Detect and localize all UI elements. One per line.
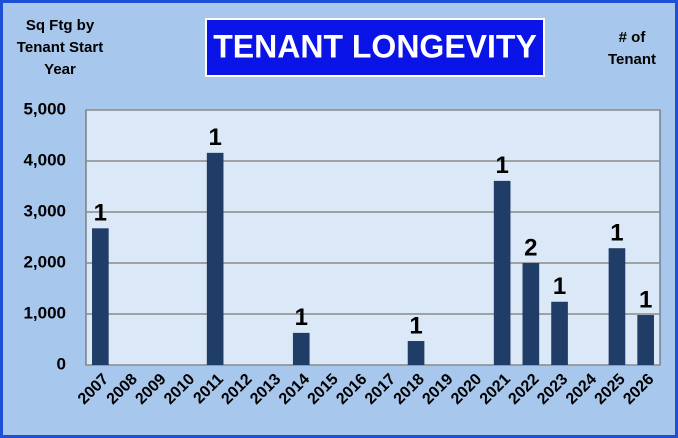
bar [493,180,511,365]
bar [522,263,540,365]
title-box [205,18,545,77]
data-label-title: # of [619,29,647,46]
data-label: 2 [524,234,537,261]
chart-title: TENANT LONGEVITY [213,28,537,64]
y-tick-label: 3,000 [23,201,66,220]
data-label: 1 [639,286,652,313]
y-axis-label: Year [44,61,76,78]
bar [92,228,109,365]
y-tick-label: 4,000 [23,150,66,169]
y-tick-label: 5,000 [23,99,66,118]
y-tick-label: 1,000 [23,303,66,322]
data-label: 1 [94,200,107,227]
bar [608,248,626,365]
data-label-title: Tenant [608,51,656,68]
data-label: 1 [208,124,221,151]
y-axis-label: Sq Ftg by [26,17,95,34]
bar [206,152,224,365]
bar [407,341,425,365]
y-tick-label: 2,000 [23,252,66,271]
y-axis-label: Tenant Start [17,39,103,56]
data-label: 1 [295,304,308,331]
data-label: 1 [610,220,623,247]
plot-area [85,109,661,366]
y-tick-label: 0 [57,354,66,373]
data-label: 1 [409,312,422,339]
data-label: 1 [553,273,566,300]
data-label: 1 [495,152,508,179]
bar [292,332,310,365]
bar [637,315,654,365]
bar [551,301,568,365]
